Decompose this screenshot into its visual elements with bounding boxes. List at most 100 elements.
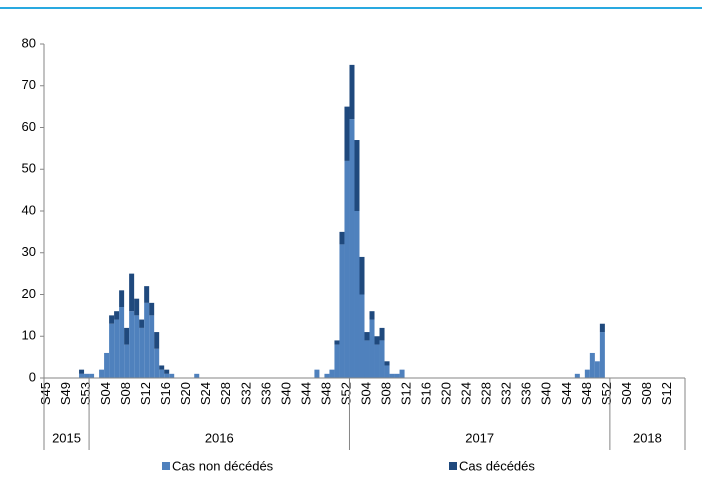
x-tick-label: S20 — [439, 382, 454, 405]
x-tick-label: S36 — [519, 382, 534, 405]
bar-segment — [379, 340, 385, 378]
year-label: 2016 — [205, 430, 234, 445]
y-tick-label: 80 — [22, 35, 36, 50]
bar-segment — [384, 365, 390, 378]
legend-swatch — [162, 462, 170, 470]
bar-segment — [364, 332, 370, 341]
x-tick-label: S16 — [419, 382, 434, 405]
bar-segment — [324, 373, 330, 378]
bar-segment — [144, 286, 150, 303]
x-tick-label: S04 — [619, 382, 634, 405]
x-tick-label: S45 — [38, 382, 53, 405]
x-tick-label: S48 — [579, 382, 594, 405]
bar-segment — [159, 365, 165, 370]
x-tick-label: S40 — [539, 382, 554, 405]
x-tick-label: S28 — [218, 382, 233, 405]
bar-segment — [599, 332, 605, 378]
bar-segment — [374, 344, 380, 378]
x-tick-label: S16 — [158, 382, 173, 405]
x-tick-label: S32 — [499, 382, 514, 405]
bar-segment — [119, 307, 125, 378]
bar-segment — [79, 369, 85, 374]
bar-segment — [149, 302, 155, 316]
bar-segment — [134, 315, 140, 378]
y-tick-label: 0 — [29, 369, 36, 384]
x-tick-label: S08 — [118, 382, 133, 405]
bar-segment — [584, 369, 590, 378]
year-label: 2015 — [52, 430, 81, 445]
year-label: 2017 — [465, 430, 494, 445]
x-tick-label: S52 — [599, 382, 614, 405]
x-tick-label: S04 — [358, 382, 373, 405]
x-tick-label: S32 — [238, 382, 253, 405]
bar-segment — [389, 373, 395, 378]
bar-segment — [89, 373, 95, 378]
bar-segment — [349, 64, 355, 120]
y-tick-label: 10 — [22, 328, 36, 343]
bar-segment — [574, 373, 580, 378]
y-tick-label: 30 — [22, 244, 36, 259]
legend-label: Cas décédés — [459, 458, 535, 473]
bar-segment — [399, 369, 405, 378]
bar-segment — [109, 323, 115, 378]
bar-segment — [364, 340, 370, 378]
bar-segment — [149, 315, 155, 378]
bar-segment — [144, 302, 150, 378]
x-tick-label: S20 — [178, 382, 193, 405]
bar-segment — [164, 369, 170, 374]
x-tick-label: S49 — [58, 382, 73, 405]
bar-segment — [369, 311, 375, 320]
bar-segment — [339, 244, 345, 378]
x-tick-label: S52 — [338, 382, 353, 405]
bar-segment — [359, 294, 365, 378]
bar-segment — [124, 344, 130, 378]
x-tick-label: S44 — [559, 382, 574, 405]
bar-segment — [154, 348, 160, 378]
bar-segment — [329, 369, 335, 378]
y-tick-label: 50 — [22, 161, 36, 176]
x-tick-label: S12 — [399, 382, 414, 405]
bar-segment — [139, 319, 145, 328]
y-tick-label: 60 — [22, 119, 36, 134]
bar-segment — [349, 119, 355, 379]
bar-segment — [114, 311, 120, 320]
bar-segment — [109, 315, 115, 324]
bar-segment — [379, 327, 385, 341]
bar-segment — [594, 361, 600, 378]
bar-segment — [139, 327, 145, 378]
bar-segment — [334, 344, 340, 378]
bar-segment — [314, 369, 320, 378]
bar-segment — [339, 231, 345, 245]
bar-segment — [354, 211, 360, 378]
x-tick-label: S40 — [278, 382, 293, 405]
bar-segment — [79, 373, 85, 378]
bar-segment — [159, 369, 165, 378]
bar-segment — [84, 373, 90, 378]
y-tick-label: 70 — [22, 77, 36, 92]
legend-swatch — [449, 462, 457, 470]
x-tick-label: S36 — [258, 382, 273, 405]
x-tick-label: S28 — [479, 382, 494, 405]
bar-segment — [194, 373, 200, 378]
x-tick-label: S12 — [138, 382, 153, 405]
bar-segment — [334, 340, 340, 345]
bar-segment — [359, 256, 365, 295]
bar-segment — [154, 332, 160, 349]
bar-segment — [169, 373, 175, 378]
bar-segment — [119, 290, 125, 308]
x-tick-label: S04 — [98, 382, 113, 405]
bar-segment — [384, 361, 390, 366]
bar-segment — [344, 160, 350, 378]
bar-segment — [344, 106, 350, 161]
x-tick-label: S44 — [298, 382, 313, 405]
x-tick-label: S08 — [639, 382, 654, 405]
bar-segment — [599, 323, 605, 333]
bar-segment — [589, 352, 595, 378]
bar-segment — [124, 327, 130, 345]
bar-segment — [374, 336, 380, 345]
legend-label: Cas non décédés — [172, 458, 274, 473]
bar-segment — [394, 373, 400, 378]
y-tick-label: 20 — [22, 286, 36, 301]
